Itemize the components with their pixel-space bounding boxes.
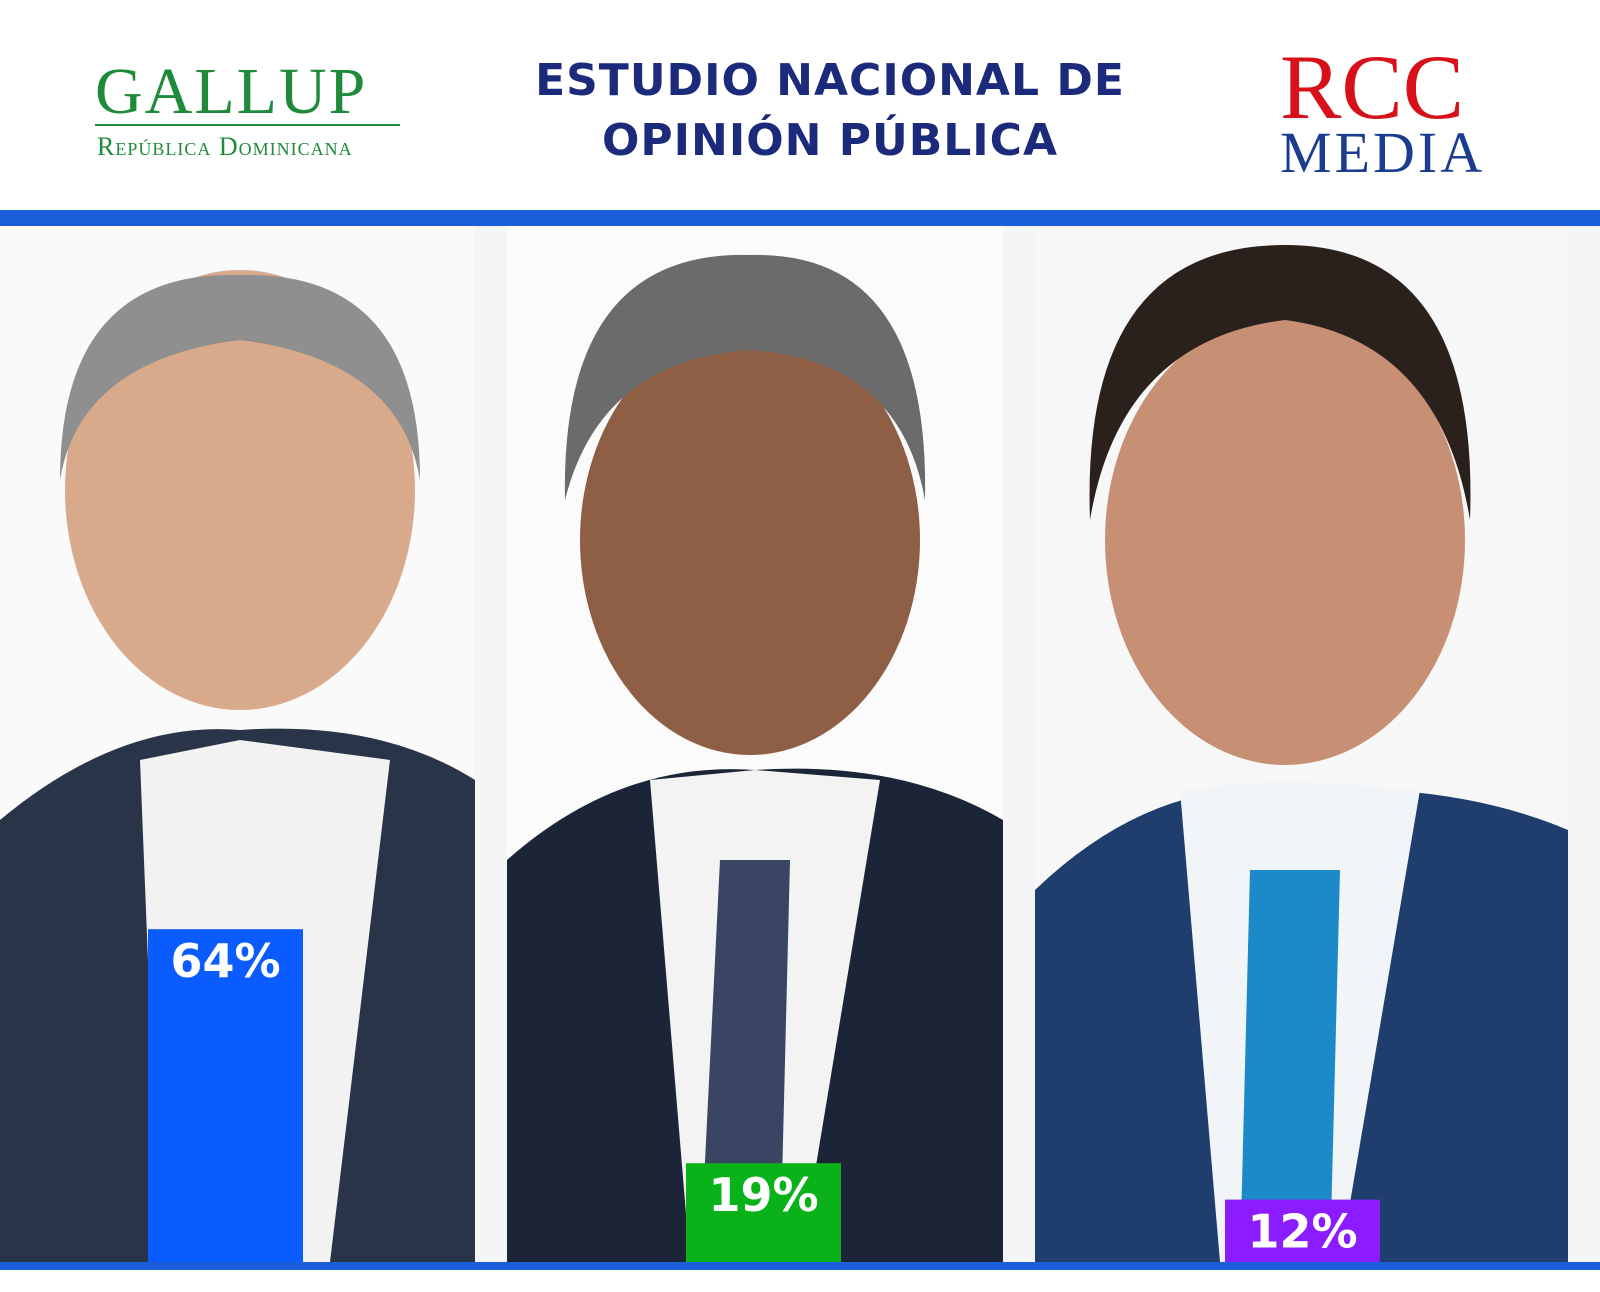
footer-rule xyxy=(0,1262,1600,1270)
hair xyxy=(60,274,420,480)
tie xyxy=(1240,870,1340,1262)
tie xyxy=(700,860,790,1262)
bar xyxy=(1225,1199,1380,1262)
gallup-logo: GALLUP xyxy=(95,55,367,128)
header-bg xyxy=(0,0,1600,210)
value-label: 19% xyxy=(708,1168,818,1222)
face xyxy=(65,270,415,710)
rcc-media: MEDIA xyxy=(1280,120,1485,185)
title-line: OPINIÓN PÚBLICA xyxy=(602,113,1058,166)
face xyxy=(1105,315,1465,765)
value-label: 12% xyxy=(1247,1205,1357,1259)
gallup-subtitle: República Dominicana xyxy=(97,132,353,161)
bars: 64% 19% 12% xyxy=(148,929,1380,1262)
face xyxy=(580,325,920,755)
rcc-text: RCC xyxy=(1280,36,1464,138)
bar xyxy=(686,1163,841,1262)
title-line: ESTUDIO NACIONAL DE xyxy=(535,55,1125,106)
value-label: 64% xyxy=(170,934,280,988)
photo-3 xyxy=(1035,226,1568,1262)
bar xyxy=(148,929,303,1262)
rcc-logo: RCC xyxy=(1280,36,1464,138)
photo-2 xyxy=(507,226,1003,1262)
header-rule xyxy=(0,210,1600,226)
hair xyxy=(564,254,926,500)
hair xyxy=(1089,245,1471,520)
